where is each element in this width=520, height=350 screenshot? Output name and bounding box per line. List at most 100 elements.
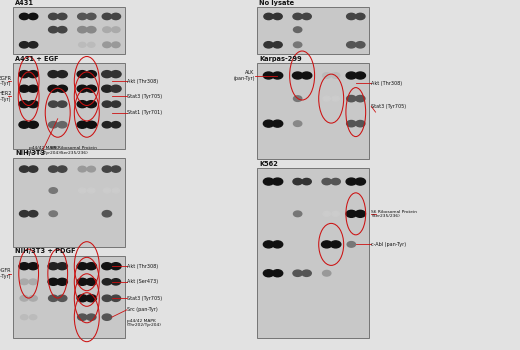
Text: NIH/3T3: NIH/3T3 <box>15 150 45 156</box>
Circle shape <box>78 166 86 172</box>
Circle shape <box>20 42 29 48</box>
Circle shape <box>331 241 341 248</box>
Circle shape <box>347 42 356 48</box>
Circle shape <box>19 121 29 128</box>
Text: EGFR
(pan-Tyr): EGFR (pan-Tyr) <box>0 76 11 86</box>
Circle shape <box>87 166 96 172</box>
Circle shape <box>49 188 57 193</box>
Text: Stat1 (Tyr701): Stat1 (Tyr701) <box>127 110 162 115</box>
Circle shape <box>322 73 331 78</box>
Circle shape <box>77 71 87 78</box>
Circle shape <box>58 101 67 107</box>
Circle shape <box>264 120 274 127</box>
Circle shape <box>347 96 356 102</box>
Circle shape <box>111 85 121 92</box>
Circle shape <box>356 120 365 127</box>
Circle shape <box>293 178 302 185</box>
Circle shape <box>57 263 68 270</box>
Circle shape <box>346 178 357 185</box>
Circle shape <box>293 13 302 20</box>
Circle shape <box>48 71 58 78</box>
Circle shape <box>30 315 37 320</box>
Circle shape <box>102 85 112 92</box>
Circle shape <box>29 13 38 20</box>
Circle shape <box>111 166 121 172</box>
Circle shape <box>86 121 97 128</box>
Circle shape <box>264 13 274 20</box>
Text: Src (pan-Tyr): Src (pan-Tyr) <box>127 307 158 312</box>
Text: HER2
(pan-Tyr): HER2 (pan-Tyr) <box>0 91 11 102</box>
Circle shape <box>86 85 97 92</box>
Bar <box>257 63 369 159</box>
Circle shape <box>77 101 87 108</box>
Text: Akt (Thr308): Akt (Thr308) <box>127 264 158 269</box>
Circle shape <box>355 210 366 217</box>
Circle shape <box>302 178 311 185</box>
Circle shape <box>57 71 68 78</box>
Circle shape <box>323 96 330 101</box>
Text: Stat3 (Tyr705): Stat3 (Tyr705) <box>127 94 162 99</box>
Circle shape <box>302 270 311 276</box>
Circle shape <box>19 263 29 270</box>
Circle shape <box>77 314 87 320</box>
Circle shape <box>347 120 356 127</box>
Circle shape <box>322 271 331 276</box>
Circle shape <box>293 121 302 126</box>
Circle shape <box>86 295 97 302</box>
Circle shape <box>102 71 112 78</box>
Circle shape <box>86 27 96 33</box>
Circle shape <box>102 211 112 217</box>
Circle shape <box>58 166 67 172</box>
Circle shape <box>86 278 97 285</box>
Circle shape <box>29 211 38 217</box>
Text: S6 Ribosomal Protein
(Ser235/236): S6 Ribosomal Protein (Ser235/236) <box>51 146 97 155</box>
Circle shape <box>111 279 121 285</box>
Circle shape <box>292 72 303 79</box>
Circle shape <box>20 295 28 301</box>
Circle shape <box>346 72 357 79</box>
Circle shape <box>102 314 112 320</box>
Bar <box>13 7 125 54</box>
Circle shape <box>322 178 331 185</box>
Circle shape <box>272 178 283 185</box>
Circle shape <box>20 13 29 20</box>
Circle shape <box>48 27 58 33</box>
Bar <box>13 63 125 149</box>
Circle shape <box>58 13 67 20</box>
Circle shape <box>272 241 283 248</box>
Circle shape <box>28 101 38 108</box>
Circle shape <box>48 85 58 92</box>
Bar <box>13 158 125 247</box>
Bar <box>257 7 369 54</box>
Text: ALK
(pan-Tyr): ALK (pan-Tyr) <box>233 70 255 81</box>
Circle shape <box>347 241 356 247</box>
Circle shape <box>103 188 111 193</box>
Text: c-Abl (pan-Tyr): c-Abl (pan-Tyr) <box>371 242 407 247</box>
Text: Akt (Ser473): Akt (Ser473) <box>127 279 158 284</box>
Circle shape <box>20 166 29 172</box>
Circle shape <box>111 13 121 20</box>
Circle shape <box>77 121 87 128</box>
Circle shape <box>273 13 282 20</box>
Circle shape <box>264 178 274 185</box>
Circle shape <box>86 13 96 20</box>
Circle shape <box>77 295 87 302</box>
Circle shape <box>87 188 95 193</box>
Bar <box>257 168 369 338</box>
Circle shape <box>356 42 365 48</box>
Text: A431: A431 <box>15 0 34 6</box>
Text: Akt (Thr308): Akt (Thr308) <box>127 78 158 84</box>
Circle shape <box>19 71 29 78</box>
Circle shape <box>102 121 112 128</box>
Text: Stat3 (Tyr705): Stat3 (Tyr705) <box>127 296 162 301</box>
Bar <box>13 256 125 338</box>
Circle shape <box>19 101 29 108</box>
Circle shape <box>272 120 283 127</box>
Circle shape <box>57 278 68 285</box>
Circle shape <box>293 96 302 101</box>
Circle shape <box>111 121 121 128</box>
Circle shape <box>86 314 96 320</box>
Circle shape <box>77 13 87 20</box>
Circle shape <box>355 72 366 79</box>
Circle shape <box>264 241 274 248</box>
